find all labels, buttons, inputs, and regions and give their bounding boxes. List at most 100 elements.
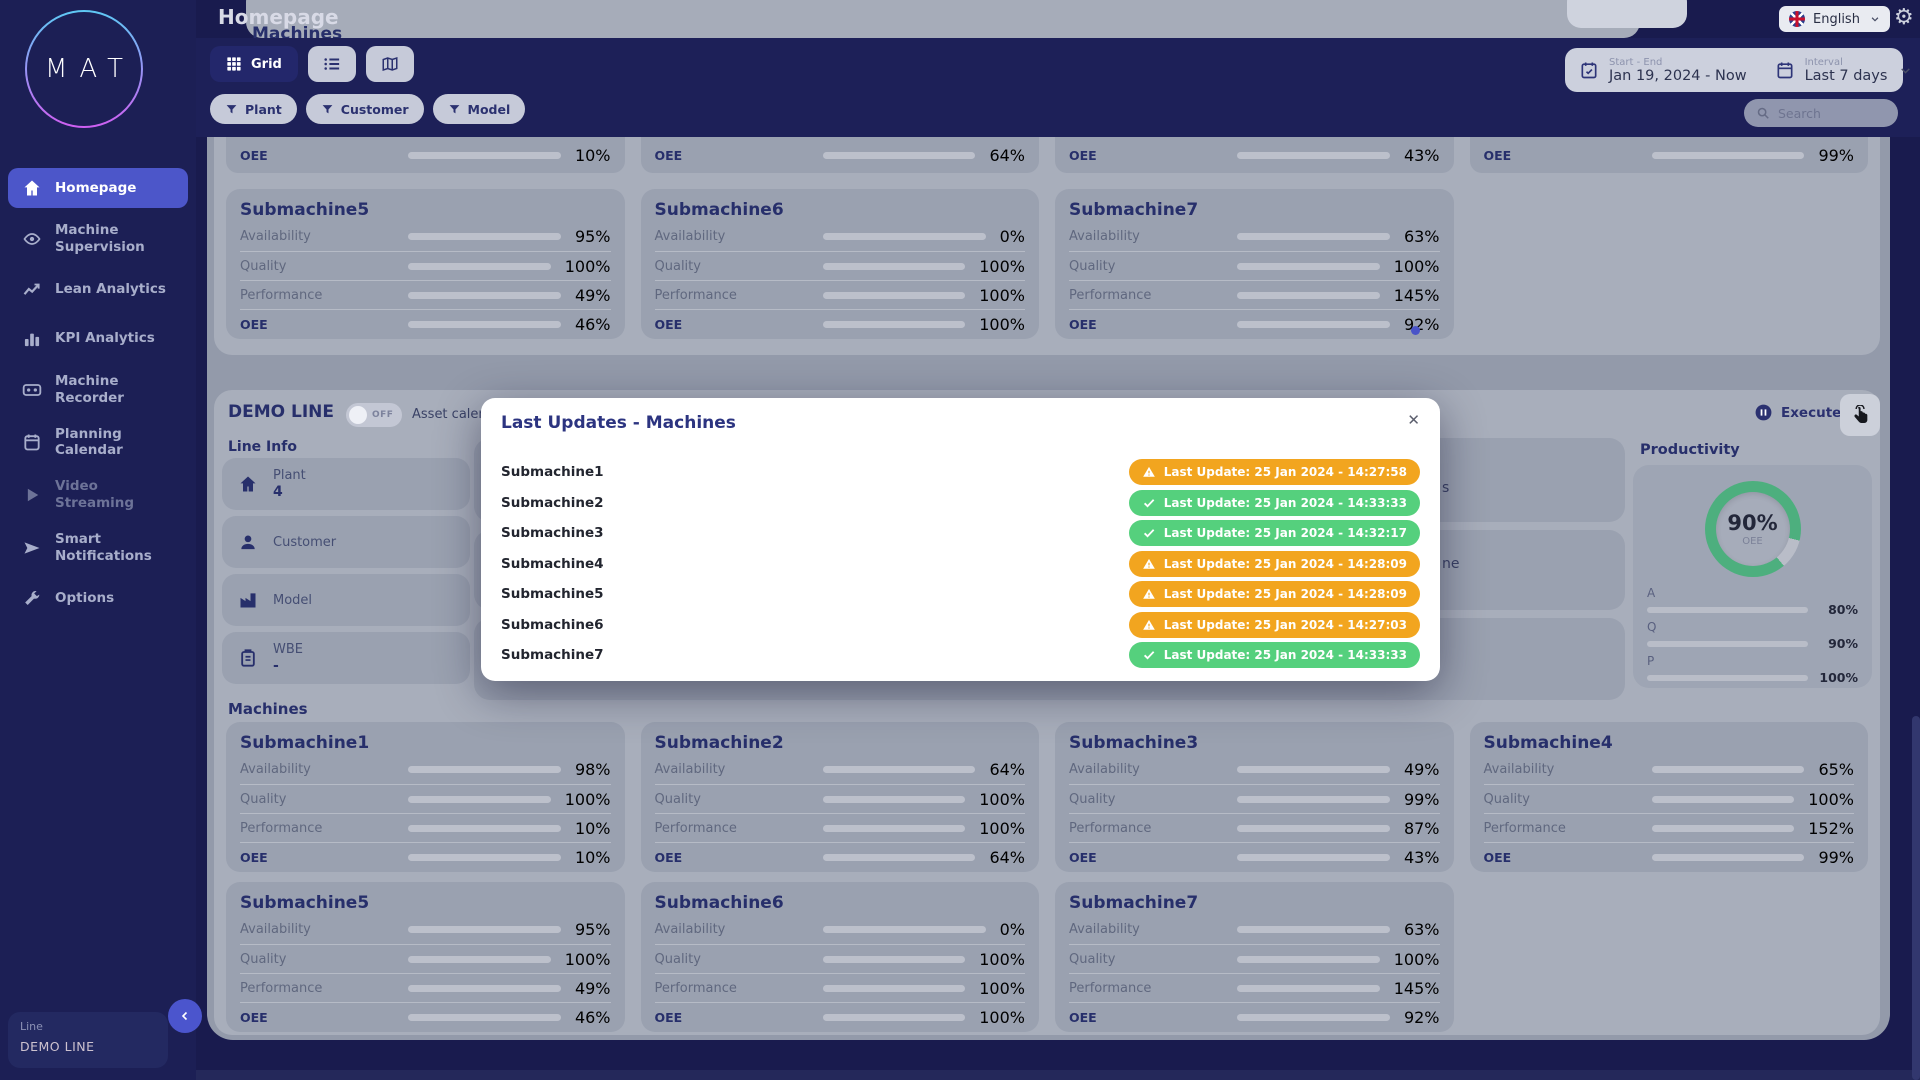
metric-label: OEE	[654, 849, 683, 865]
metric-value: 145%	[1393, 285, 1440, 305]
metric-row: Quality 100%	[240, 944, 611, 973]
machine-card-submachine5[interactable]: Submachine5 Availability 95% Quality 100% Per…	[226, 189, 625, 339]
trend-icon	[22, 280, 42, 300]
sidebar-nav: Homepage Machine Supervision Lean Analytic…	[0, 168, 196, 619]
metric-label: Availability	[1069, 762, 1140, 777]
sidebar: MAT Homepage Machine Supervision Lean Anal…	[0, 0, 196, 1080]
last-update-badge: Last Update: 25 Jan 2024 - 14:28:09	[1128, 550, 1420, 577]
machine-card-submachine4[interactable]: Submachine4 Availability 65% Quality 100% Per…	[1469, 722, 1868, 872]
scrolled-section-fragment	[246, 0, 1640, 38]
metric-track	[408, 955, 551, 963]
machine-card-submachine3[interactable]: Submachine3 Availability 49% Quality 99% Perf…	[1055, 722, 1454, 872]
metric-value: 10%	[574, 847, 611, 867]
language-selector[interactable]: English	[1779, 6, 1890, 32]
grid-view-button[interactable]: Grid	[210, 46, 298, 82]
modal-row-submachine6: Submachine6 Last Update: 25 Jan 2024 - 14…	[501, 610, 1420, 641]
metric-row: OEE 92%	[1069, 309, 1440, 338]
execute-label: Execute	[1781, 404, 1842, 421]
pagination-dot[interactable]	[1411, 326, 1420, 335]
sidebar-item-lean-analytics[interactable]: Lean Analytics	[8, 270, 188, 310]
machine-card-submachine1[interactable]: Submachine1 Availability 98% Quality 100% Per…	[226, 722, 625, 872]
asset-calendar-toggle[interactable]: OFF	[346, 403, 402, 427]
machine-card-title: Submachine6	[654, 200, 784, 220]
metric-value: 64%	[989, 760, 1025, 779]
machine-card-cut[interactable]: OEE 43%	[1055, 137, 1454, 173]
metric-value: 100%	[1393, 949, 1440, 969]
warning-icon	[1142, 618, 1156, 632]
sidebar-item-kpi-analytics[interactable]: KPI Analytics	[8, 319, 188, 359]
metric-track	[1237, 262, 1380, 270]
metric-row: Quality 100%	[1069, 944, 1440, 973]
sidebar-item-homepage[interactable]: Homepage	[8, 168, 188, 208]
sidebar-item-options[interactable]: Options	[8, 579, 188, 619]
metric-row: OEE 92%	[1069, 1002, 1440, 1031]
metric-value: 100%	[979, 285, 1025, 305]
metric-row: Availability 49%	[1069, 755, 1440, 784]
filter-chip-plant[interactable]: Plant	[210, 94, 297, 124]
modal-row-submachine3: Submachine3 Last Update: 25 Jan 2024 - 14…	[501, 518, 1420, 549]
metric-label: OEE	[654, 316, 683, 332]
close-icon[interactable]: ✕	[1407, 411, 1420, 429]
metric-track	[1237, 926, 1390, 933]
metric-row: Quality 100%	[654, 784, 1025, 813]
cut-card-row: OEE 10% OEE 64% OEE 43% OEE 99%	[226, 137, 1868, 173]
sidebar-item-video-streaming[interactable]: Video Streaming	[8, 473, 188, 517]
filter-chip-customer[interactable]: Customer	[305, 94, 424, 124]
sidebar-item-planning-calendar[interactable]: Planning Calendar	[8, 421, 188, 465]
funnel-icon	[321, 103, 334, 116]
last-update-text: Last Update: 25 Jan 2024 - 14:33:33	[1163, 495, 1407, 510]
machine-card-submachine6[interactable]: Submachine6 Availability 0% Quality 100% Perf…	[640, 882, 1039, 1032]
last-update-text: Last Update: 25 Jan 2024 - 14:27:03	[1163, 617, 1407, 632]
line-info-customer: Customer	[222, 516, 470, 568]
filter-chips: Plant Customer Model	[210, 94, 526, 124]
metric-row: Availability 63%	[1069, 915, 1440, 944]
interval-select[interactable]: Interval Last 7 days	[1761, 57, 1920, 84]
productivity-bar-a: A 80%	[1647, 587, 1858, 617]
metric-value: 98%	[574, 760, 611, 779]
metric-row: OEE 46%	[240, 1002, 611, 1031]
search-input[interactable]	[1778, 105, 1886, 121]
metric-track	[822, 151, 976, 159]
filter-chip-model[interactable]: Model	[432, 94, 526, 124]
metric-label: Performance	[1069, 820, 1152, 836]
map-view-button[interactable]	[365, 46, 414, 82]
metric-track	[408, 320, 561, 328]
last-update-text: Last Update: 25 Jan 2024 - 14:27:58	[1163, 465, 1407, 480]
metric-track	[408, 262, 551, 270]
metric-label: Availability	[240, 762, 311, 777]
machine-card-submachine5[interactable]: Submachine5 Availability 95% Quality 100% Per…	[226, 882, 625, 1032]
view-switcher: Grid	[210, 46, 414, 82]
machine-card-submachine6[interactable]: Submachine6 Availability 0% Quality 100% Perf…	[640, 189, 1039, 339]
scrollbar-thumb[interactable]	[1912, 716, 1920, 1080]
metric-track	[822, 955, 966, 963]
date-range-picker[interactable]: Start - End Jan 19, 2024 - Now	[1565, 57, 1761, 84]
execute-button[interactable]: Execute	[1754, 403, 1841, 422]
metric-label: Performance	[654, 287, 737, 303]
sidebar-item-machine-supervision[interactable]: Machine Supervision	[8, 217, 188, 261]
metric-label: Quality	[1069, 791, 1116, 807]
sidebar-collapse-button[interactable]	[168, 999, 202, 1033]
metric-row: OEE 99%	[1483, 842, 1854, 871]
machine-card-submachine7[interactable]: Submachine7 Availability 63% Quality 100% Per…	[1055, 882, 1454, 1032]
modal-machine-name: Submachine4	[501, 555, 604, 572]
manual-trigger-button[interactable]	[1840, 394, 1880, 436]
machine-card-cut[interactable]: OEE 64%	[640, 137, 1039, 173]
machine-card-cut[interactable]: OEE 99%	[1469, 137, 1868, 173]
app-logo-text: MAT	[27, 12, 141, 126]
user-icon	[238, 532, 258, 552]
sidebar-item-machine-recorder[interactable]: Machine Recorder	[8, 368, 188, 412]
machine-card-submachine2[interactable]: Submachine2 Availability 64% Quality 100% Per…	[640, 722, 1039, 872]
machine-card-cut[interactable]: OEE 10%	[226, 137, 625, 173]
modal-rows: Submachine1 Last Update: 25 Jan 2024 - 14…	[501, 457, 1420, 671]
metric-value: 100%	[979, 314, 1025, 334]
machine-card-title: Submachine1	[240, 733, 370, 753]
sidebar-item-smart-notifications[interactable]: Smart Notifications	[8, 526, 188, 570]
list-view-button[interactable]	[307, 46, 356, 82]
metric-row: OEE 46%	[240, 309, 611, 338]
last-update-badge: Last Update: 25 Jan 2024 - 14:32:17	[1128, 520, 1420, 547]
metric-row: Quality 100%	[654, 944, 1025, 973]
machine-card-submachine7[interactable]: Submachine7 Availability 63% Quality 100% Per…	[1055, 189, 1454, 339]
line-info-value: 4	[273, 484, 283, 500]
settings-gear-icon[interactable]: ⚙	[1894, 5, 1914, 30]
productivity-bar-track	[1647, 674, 1808, 681]
